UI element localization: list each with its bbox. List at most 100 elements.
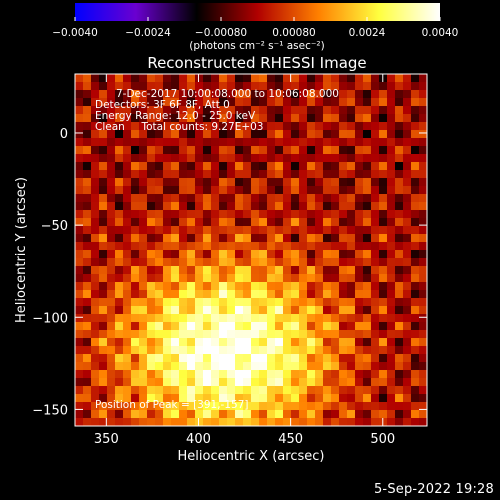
heatmap-cell: [227, 154, 236, 163]
heatmap-cell: [187, 186, 196, 195]
heatmap-cell: [171, 242, 180, 251]
heatmap-cell: [147, 266, 156, 275]
heatmap-cell: [283, 386, 292, 395]
heatmap-cell: [291, 218, 300, 227]
heatmap-cell: [315, 274, 324, 283]
heatmap-cell: [283, 162, 292, 171]
heatmap-cell: [299, 402, 308, 411]
heatmap-cell: [131, 74, 140, 83]
heatmap-cell: [195, 106, 204, 115]
heatmap-cell: [139, 146, 148, 155]
heatmap-cell: [395, 162, 404, 171]
plot-area: [74, 73, 428, 427]
heatmap-cell: [147, 90, 156, 99]
heatmap-cell: [363, 282, 372, 291]
heatmap-cell: [123, 370, 132, 379]
heatmap-cell: [403, 362, 412, 371]
heatmap-cell: [187, 210, 196, 219]
heatmap-cell: [91, 306, 100, 315]
heatmap-cell: [75, 186, 84, 195]
heatmap-cell: [107, 234, 116, 243]
heatmap-cell: [155, 298, 164, 307]
heatmap-cell: [403, 290, 412, 299]
heatmap-cell: [211, 258, 220, 267]
heatmap-cell: [339, 258, 348, 267]
heatmap-cell: [107, 386, 116, 395]
heatmap-cell: [99, 298, 108, 307]
heatmap-cell: [419, 194, 428, 203]
heatmap-cell: [219, 218, 228, 227]
heatmap-cell: [283, 242, 292, 251]
heatmap-cell: [315, 178, 324, 187]
heatmap-cell: [227, 314, 236, 323]
heatmap-cell: [363, 266, 372, 275]
heatmap-cell: [147, 226, 156, 235]
heatmap-cell: [251, 194, 260, 203]
heatmap-cell: [347, 114, 356, 123]
heatmap-cell: [123, 162, 132, 171]
heatmap-cell: [395, 362, 404, 371]
heatmap-cell: [91, 362, 100, 371]
heatmap-cell: [91, 122, 100, 131]
heatmap-cell: [99, 306, 108, 315]
heatmap-cell: [123, 138, 132, 147]
heatmap-cell: [147, 378, 156, 387]
heatmap-cell: [123, 322, 132, 331]
heatmap-cell: [163, 250, 172, 259]
heatmap-cell: [419, 290, 428, 299]
heatmap-cell: [331, 370, 340, 379]
heatmap-cell: [283, 146, 292, 155]
heatmap-cell: [291, 162, 300, 171]
heatmap-cell: [363, 298, 372, 307]
heatmap-cell: [227, 410, 236, 419]
heatmap-cell: [275, 130, 284, 139]
heatmap-cell: [307, 394, 316, 403]
heatmap-cell: [75, 362, 84, 371]
heatmap-cell: [259, 162, 268, 171]
heatmap-cell: [203, 82, 212, 91]
heatmap-cell: [75, 378, 84, 387]
heatmap-cell: [395, 346, 404, 355]
heatmap-cell: [283, 194, 292, 203]
heatmap-cell: [227, 266, 236, 275]
heatmap-cell: [403, 410, 412, 419]
heatmap-cell: [419, 354, 428, 363]
heatmap-cell: [83, 138, 92, 147]
heatmap-cell: [219, 394, 228, 403]
heatmap-cell: [403, 394, 412, 403]
heatmap-cell: [363, 234, 372, 243]
heatmap-cell: [379, 274, 388, 283]
heatmap-cell: [203, 362, 212, 371]
heatmap-cell: [171, 330, 180, 339]
heatmap-cell: [331, 234, 340, 243]
heatmap-cell: [331, 282, 340, 291]
heatmap-cell: [331, 170, 340, 179]
heatmap-cell: [387, 210, 396, 219]
heatmap-cell: [331, 306, 340, 315]
heatmap-cell: [147, 106, 156, 115]
heatmap-cell: [323, 266, 332, 275]
heatmap-cell: [187, 202, 196, 211]
heatmap-cell: [371, 250, 380, 259]
heatmap-cell: [411, 402, 420, 411]
heatmap-cell: [291, 402, 300, 411]
heatmap-cell: [339, 322, 348, 331]
heatmap-cell: [291, 202, 300, 211]
heatmap-cell: [251, 74, 260, 83]
heatmap-cell: [171, 194, 180, 203]
heatmap-cell: [355, 386, 364, 395]
heatmap-cell: [323, 242, 332, 251]
heatmap-cell: [275, 122, 284, 131]
heatmap-cell: [195, 346, 204, 355]
heatmap-cell: [107, 90, 116, 99]
heatmap-cell: [371, 82, 380, 91]
heatmap-cell: [243, 386, 252, 395]
heatmap-cell: [211, 90, 220, 99]
heatmap-cell: [195, 362, 204, 371]
heatmap-cell: [107, 114, 116, 123]
heatmap-cell: [339, 106, 348, 115]
heatmap-cell: [171, 298, 180, 307]
heatmap-cell: [123, 154, 132, 163]
heatmap-cell: [419, 410, 428, 419]
heatmap-cell: [131, 418, 140, 427]
